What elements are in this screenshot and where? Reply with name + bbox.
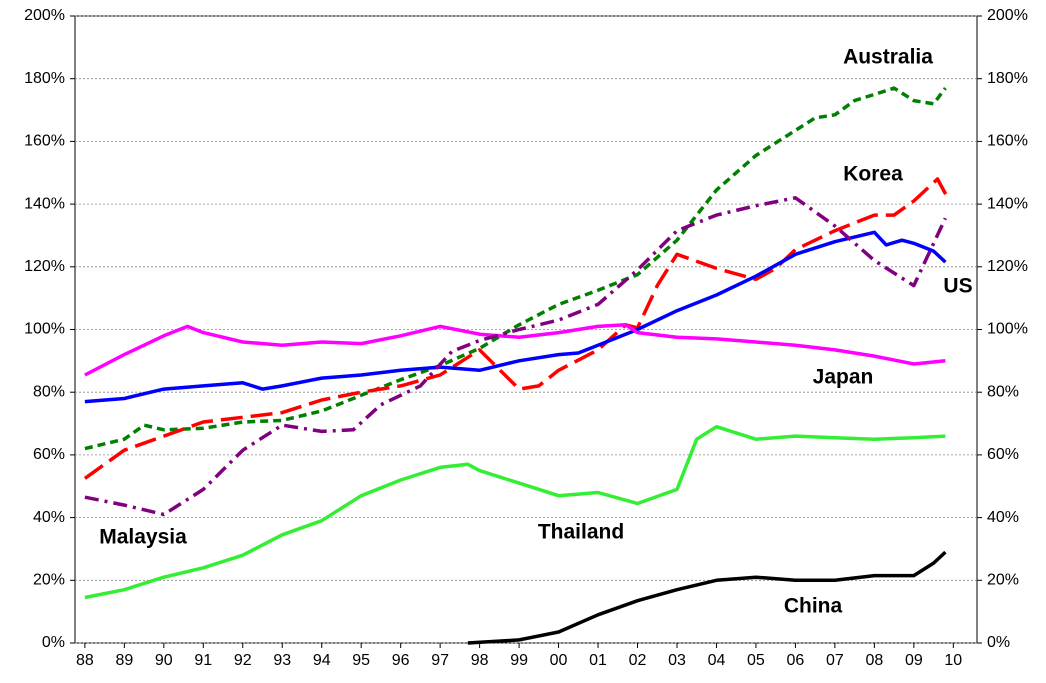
y-tick-label: 0%: [42, 634, 65, 651]
series-line: [84, 424, 946, 600]
series-label: Japan: [813, 366, 874, 389]
y-tick-label: 120%: [24, 258, 65, 275]
y-tick-label: 40%: [33, 509, 65, 526]
x-tick-label: 88: [76, 652, 94, 669]
series-line: [84, 230, 947, 404]
x-tick-label: 05: [747, 652, 765, 669]
series-label: Korea: [843, 163, 903, 186]
x-tick-label: 01: [589, 652, 607, 669]
y2-tick-label: 0%: [987, 634, 1010, 651]
series-line: [84, 196, 947, 517]
x-tick-label: 91: [194, 652, 212, 669]
x-tick-label: 97: [431, 652, 449, 669]
x-tick-label: 99: [510, 652, 528, 669]
y-tick-label: 60%: [33, 446, 65, 463]
series-line: [84, 323, 946, 377]
y-tick-label: 100%: [24, 321, 65, 338]
x-tick-label: 02: [629, 652, 647, 669]
y2-tick-label: 180%: [987, 70, 1028, 87]
y2-tick-label: 60%: [987, 446, 1019, 463]
series-line: [83, 177, 951, 480]
y2-tick-label: 120%: [987, 258, 1028, 275]
series-label: China: [784, 595, 843, 618]
y2-tick-label: 40%: [987, 509, 1019, 526]
x-tick-label: 04: [708, 652, 726, 669]
x-tick-label: 00: [550, 652, 568, 669]
series-label: Thailand: [538, 521, 624, 544]
x-tick-label: 08: [865, 652, 883, 669]
series-line: [84, 86, 947, 451]
y2-tick-label: 200%: [987, 7, 1028, 24]
x-tick-label: 92: [234, 652, 252, 669]
y-tick-label: 20%: [33, 572, 65, 589]
x-tick-label: 89: [115, 652, 133, 669]
y2-tick-label: 100%: [987, 321, 1028, 338]
series-label: US: [943, 275, 972, 298]
x-tick-label: 07: [826, 652, 844, 669]
y-tick-label: 160%: [24, 133, 65, 150]
x-tick-label: 93: [273, 652, 291, 669]
x-tick-label: 98: [471, 652, 489, 669]
y2-tick-label: 160%: [987, 133, 1028, 150]
series-label: Australia: [843, 46, 933, 69]
series-line: [467, 550, 947, 645]
y2-tick-label: 140%: [987, 195, 1028, 212]
x-tick-label: 95: [352, 652, 370, 669]
x-tick-label: 03: [668, 652, 686, 669]
x-tick-label: 94: [313, 652, 331, 669]
x-tick-label: 10: [944, 652, 962, 669]
x-tick-label: 90: [155, 652, 173, 669]
x-tick-label: 06: [787, 652, 805, 669]
y-tick-label: 80%: [33, 383, 65, 400]
x-tick-label: 96: [392, 652, 410, 669]
y-tick-label: 180%: [24, 70, 65, 87]
y2-tick-label: 80%: [987, 383, 1019, 400]
y-tick-label: 200%: [24, 7, 65, 24]
x-tick-label: 09: [905, 652, 923, 669]
y2-tick-label: 20%: [987, 572, 1019, 589]
y-tick-label: 140%: [24, 195, 65, 212]
series-label: Malaysia: [99, 526, 187, 549]
